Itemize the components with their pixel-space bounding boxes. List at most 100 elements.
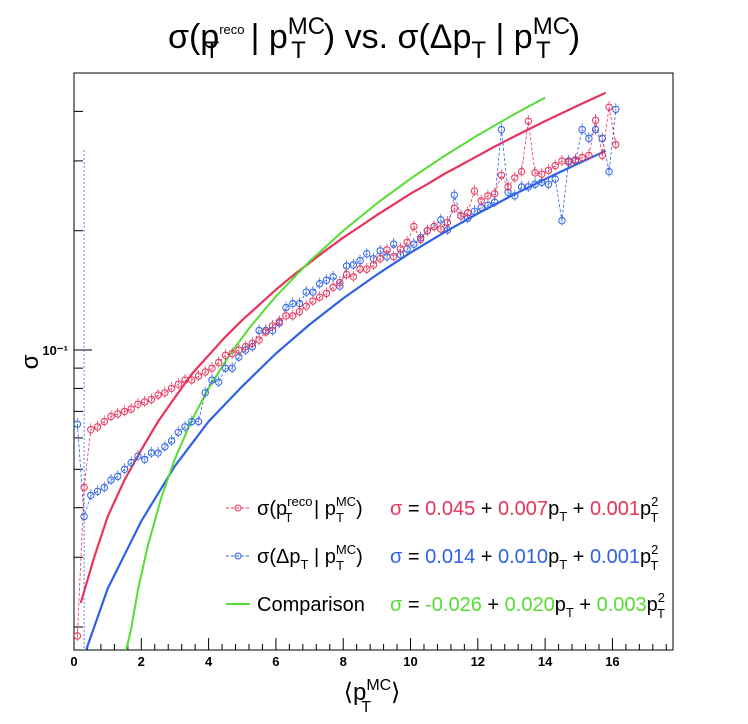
delta-point [450,191,458,199]
reco-point [241,342,250,351]
reco-point [383,246,391,254]
chart-title: σ(preco T | pMC T) vs. σ(ΔpT | pMC T) [168,13,580,64]
delta-point [598,134,607,143]
reco-point [127,405,135,413]
delta-point [538,178,546,186]
x-tick-label: 4 [205,654,213,669]
reco-point [389,252,398,261]
delta-point [544,180,553,188]
reco-point [336,278,344,287]
legend-delta-formula: σ = 0.014 + 0.010pT + 0.001p2 T [390,542,658,573]
legend-delta-label: σ(ΔpT | pMC T) [257,542,363,573]
plot-frame [73,72,674,651]
reco-point [188,376,196,384]
reco-point [275,317,283,326]
delta-point [484,201,492,209]
reco-point [544,166,553,175]
reco-point [120,407,129,416]
reco-point [315,293,324,301]
reco-point [558,157,566,165]
reco-point [93,423,102,431]
reco-point [423,227,432,235]
reco-point [221,351,230,359]
delta-point [578,125,586,134]
reco-point [457,212,465,220]
reco-point [215,358,223,367]
delta-point [612,105,620,113]
delta-point [194,417,203,426]
reco-point [470,187,479,195]
delta-point [315,279,324,288]
reco-point [174,380,183,388]
reco-point [591,116,600,124]
delta-point [87,491,95,499]
delta-point [208,376,216,384]
x-tick-label: 12 [471,654,485,669]
delta-point [100,483,108,492]
fit-curve-comparison [125,96,546,650]
delta-point [154,449,162,457]
reco-point [235,346,243,354]
delta-point [167,437,176,445]
reco-point [349,273,358,281]
x-tick-label: 8 [340,654,347,669]
reco-point [497,171,506,179]
x-axis-label: ⟨pMC T⟩ [344,677,401,716]
legend-entry-reco: σ(preco T | pMC T) σ = 0.045 + 0.007pT + 0… [226,494,658,525]
legend-entry-comparison: Comparison σ = -0.026 + 0.020pT + 0.003p… [226,590,665,621]
reco-point [551,161,559,170]
delta-point [140,455,149,463]
x-axis: 0 2 4 6 8 10 12 14 16 [70,638,667,669]
reco-point [140,398,149,406]
reco-point [228,349,236,358]
reco-point [477,197,485,205]
legend-delta-marker [234,552,242,560]
legend-comparison-label: Comparison [257,594,365,616]
reco-point [598,151,607,159]
y-tick-label: 10⁻¹ [42,343,68,358]
reco-point [322,289,331,298]
x-tick-label: 2 [138,654,145,669]
reco-point [612,140,620,149]
delta-point [215,378,223,386]
reco-point [517,167,526,176]
reco-point [403,238,411,246]
delta-point [558,216,566,225]
delta-point [114,472,122,481]
reco-point [524,117,532,125]
reco-point [511,174,519,182]
delta-point [464,214,472,222]
legend-reco-formula: σ = 0.045 + 0.007pT + 0.001p2 T [390,494,658,525]
delta-point [329,273,337,281]
reco-point [201,368,209,376]
delta-point [127,458,135,467]
reco-point [309,297,317,305]
reco-point [107,412,115,421]
reco-point [289,312,297,320]
delta-point [120,465,129,474]
reco-point [430,222,438,231]
delta-point [161,443,169,451]
reco-point [571,156,580,164]
delta-point [201,389,209,397]
delta-point [134,452,142,460]
delta-point [605,167,613,176]
reco-point [154,391,162,399]
reco-point [578,153,586,162]
delta-point [511,192,519,200]
reco-point [302,302,310,310]
reco-point [295,307,304,316]
reco-point [531,169,539,177]
reco-point [484,192,492,200]
reco-point [564,158,573,166]
reco-point [255,336,263,344]
y-axis-label: σ [17,354,44,369]
reco-point [538,170,546,178]
x-tick-label: 14 [538,654,553,669]
delta-point [551,175,559,183]
delta-point [410,240,418,248]
fit-curve-reco [79,91,607,604]
x-tick-label: 16 [605,654,619,669]
reco-point [87,425,95,434]
